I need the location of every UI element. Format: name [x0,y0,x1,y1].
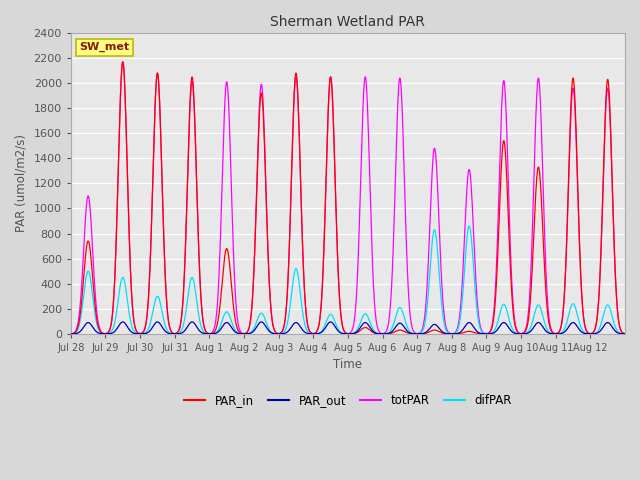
Line: PAR_out: PAR_out [71,322,625,334]
difPAR [614,328,621,334]
difPAR [465,223,473,229]
PAR_out [621,331,629,336]
totPAR [67,331,75,336]
Text: SW_met: SW_met [79,42,129,52]
PAR_out [381,331,389,336]
X-axis label: Time: Time [333,359,362,372]
PAR_out [119,319,127,325]
PAR_in [614,305,621,311]
PAR_in [67,331,75,336]
Y-axis label: PAR (umol/m2/s): PAR (umol/m2/s) [15,134,28,232]
PAR_in [242,330,250,336]
totPAR [123,134,131,140]
Line: totPAR: totPAR [71,62,625,334]
Legend: PAR_in, PAR_out, totPAR, difPAR: PAR_in, PAR_out, totPAR, difPAR [179,390,517,412]
PAR_out [614,330,621,336]
PAR_in [119,59,127,65]
totPAR [381,330,389,336]
Title: Sherman Wetland PAR: Sherman Wetland PAR [271,15,426,29]
PAR_in [381,331,389,336]
Line: PAR_in: PAR_in [71,62,625,334]
difPAR [242,331,250,336]
PAR_out [123,323,131,328]
difPAR [67,331,75,336]
difPAR [381,331,389,336]
totPAR [621,331,629,336]
PAR_out [67,331,75,336]
difPAR [515,331,523,336]
PAR_out [547,331,554,336]
difPAR [122,288,130,294]
PAR_in [621,331,629,336]
difPAR [621,331,629,336]
totPAR [242,330,250,336]
Line: difPAR: difPAR [71,226,625,334]
PAR_in [123,134,131,140]
difPAR [547,330,554,336]
totPAR [119,59,127,65]
PAR_out [242,331,250,336]
PAR_in [515,330,523,336]
PAR_out [515,331,523,336]
PAR_in [547,325,554,331]
totPAR [547,323,554,328]
totPAR [515,330,523,336]
totPAR [614,306,621,312]
